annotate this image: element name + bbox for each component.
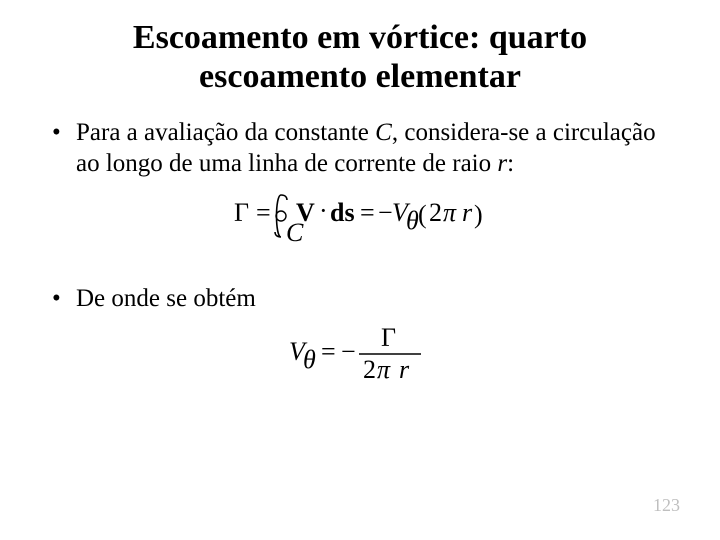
eq1-neg: − <box>378 198 393 227</box>
title-line-2: escoamento elementar <box>199 58 521 95</box>
equation-1: Γ = C V · ds = − <box>234 187 514 254</box>
bullet-1-text: Para a avaliação da constante C, conside… <box>76 119 656 177</box>
bullet-list: Para a avaliação da constante C, conside… <box>48 118 672 395</box>
eq2-theta: θ <box>303 345 316 374</box>
slide: Escoamento em vórtice: quarto escoamento… <box>0 0 720 395</box>
variable-r: r <box>497 150 507 177</box>
eq1-two: 2 <box>429 198 442 227</box>
variable-C: C <box>375 119 392 146</box>
eq1-r: r <box>462 198 473 227</box>
eq1-gamma: Γ <box>234 198 249 227</box>
equation-1-svg: Γ = C V · ds = − <box>234 187 514 245</box>
eq2-num: Γ <box>381 323 396 352</box>
eq2-eq: = <box>321 337 336 366</box>
eq1-dot: · <box>319 196 328 225</box>
eq2-den-r: r <box>399 355 410 384</box>
eq2-den-two: 2 <box>363 355 376 384</box>
equation-2-svg: V θ = − Γ 2 π r <box>289 322 459 386</box>
bullet-1-post: : <box>507 150 514 177</box>
bullet-1: Para a avaliação da constante C, conside… <box>48 118 672 254</box>
bullet-1-pre: Para a avaliação da constante <box>76 119 375 146</box>
eq2-den-pi: π <box>377 355 391 384</box>
slide-title: Escoamento em vórtice: quarto escoamento… <box>48 18 672 96</box>
equation-1-wrap: Γ = C V · ds = − <box>76 187 672 254</box>
title-line-1: Escoamento em vórtice: quarto <box>133 19 587 56</box>
bullet-2: De onde se obtém V θ = − Γ 2 <box>48 284 672 395</box>
equation-2-wrap: V θ = − Γ 2 π r <box>76 322 672 395</box>
eq1-ds: ds <box>330 198 355 227</box>
eq2-fraction: Γ 2 π r <box>359 323 421 384</box>
equation-2: V θ = − Γ 2 π r <box>289 322 459 395</box>
page-number: 123 <box>653 495 680 516</box>
eq1-V: V <box>296 198 315 227</box>
eq2-neg: − <box>341 337 356 366</box>
eq1-lparen: ( <box>418 200 427 229</box>
eq1-equals-1: = <box>256 198 271 227</box>
eq1-rparen: ) <box>474 200 483 229</box>
eq1-pi: π <box>443 198 457 227</box>
bullet-2-text: De onde se obtém <box>76 285 256 312</box>
eq1-equals-2: = <box>360 198 375 227</box>
